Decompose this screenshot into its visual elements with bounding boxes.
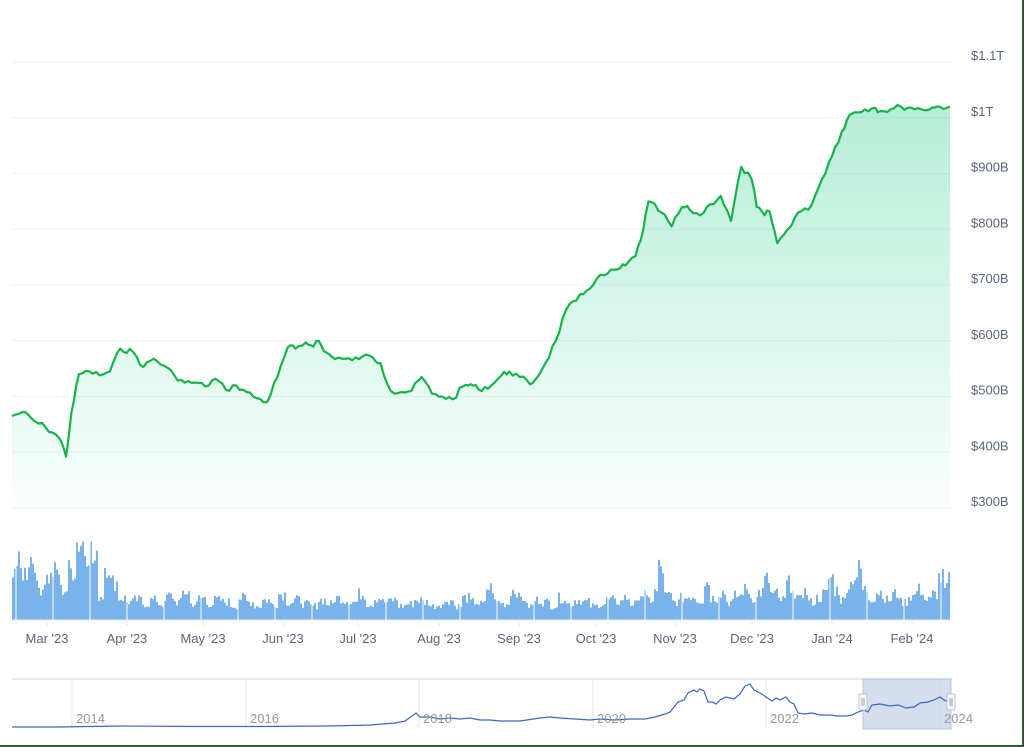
volume-bars [12, 540, 950, 620]
x-axis-label: Jul '23 [339, 631, 376, 646]
navigator-year-label: 2014 [76, 711, 105, 726]
navigator-left-handle[interactable] [858, 693, 868, 711]
y-axis-label: $300B [971, 494, 1009, 509]
price-area [12, 105, 950, 510]
price-line[interactable] [11, 103, 951, 458]
x-axis-label: Jan '24 [811, 631, 853, 646]
x-axis-label: Apr '23 [107, 631, 148, 646]
x-axis-label: Feb '24 [891, 631, 934, 646]
x-axis-label: Dec '23 [730, 631, 774, 646]
navigator-year-label: 2016 [250, 711, 279, 726]
x-axis-label: Sep '23 [497, 631, 541, 646]
x-axis-label: Aug '23 [417, 631, 461, 646]
navigator-year-label: 2022 [770, 711, 799, 726]
y-axis-label: $900B [971, 160, 1009, 175]
navigator-year-label: 2018 [423, 711, 452, 726]
navigator-year-label: 2020 [597, 711, 626, 726]
x-axis-label: Nov '23 [653, 631, 697, 646]
navigator-right-handle[interactable] [946, 693, 956, 711]
navigator[interactable]: 2014 2016 2018 2020 2022 2024 [12, 678, 973, 730]
y-axis-label: $700B [971, 271, 1009, 286]
y-axis-label: $1.1T [971, 48, 1004, 63]
x-axis-labels: Mar '23 Apr '23 May '23 Jun '23 Jul '23 Aug '… [26, 620, 934, 646]
x-axis-label: Jun '23 [262, 631, 304, 646]
y-axis-label: $400B [971, 438, 1009, 453]
x-axis-label: Oct '23 [576, 631, 617, 646]
x-axis-label: Mar '23 [26, 631, 69, 646]
y-axis-label: $500B [971, 383, 1009, 398]
y-axis-labels: $300B $400B $500B $600B $700B $800B $900B $1T $1… [971, 48, 1009, 509]
navigator-year-label: 2024 [944, 711, 973, 726]
y-axis-label: $1T [971, 104, 993, 119]
y-axis-label: $800B [971, 215, 1009, 230]
x-axis-label: May '23 [180, 631, 225, 646]
y-axis-label: $600B [971, 327, 1009, 342]
